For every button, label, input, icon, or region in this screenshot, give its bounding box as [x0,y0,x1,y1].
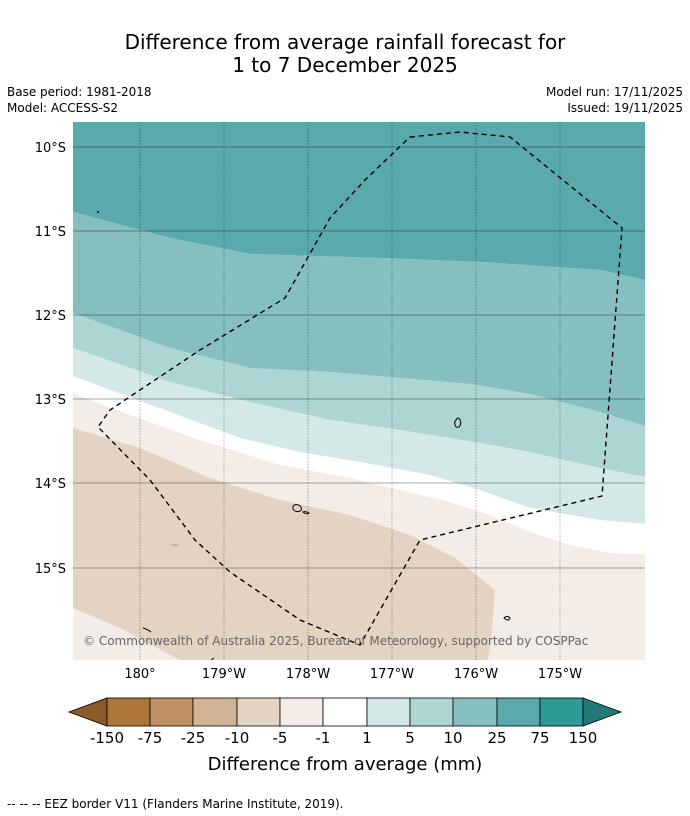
copyright-text: © Commonwealth of Australia 2025, Bureau… [83,634,588,648]
colorbar-swatch [279,697,324,727]
colorbar-tick: -75 [138,729,163,747]
lon-label: 177°W [370,667,414,682]
lon-axis-labels: 180° 179°W 178°W 177°W 176°W 175°W [124,667,582,682]
band-dry-10 [73,428,495,660]
lon-label: 175°W [538,667,582,682]
colorbar-swatch [409,697,454,727]
band-wet-25 [73,212,645,426]
colorbar-tick: -150 [90,729,124,747]
colorbar-tick: -1 [316,729,331,747]
colorbar-swatch [539,697,584,727]
colorbar-tick-labels: -150 -75 -25 -10 -5 -1 1 5 10 25 75 150 [90,729,597,747]
title-line-2: 1 to 7 December 2025 [232,53,458,77]
colorbar-swatch [366,697,411,727]
island-outline [503,616,511,621]
colorbar-swatch [452,697,498,727]
colorbar-tick: -10 [225,729,250,747]
island-outline [210,657,215,660]
meta-left: Base period: 1981-2018 Model: ACCESS-S2 [7,84,152,116]
colorbar-extend-low [67,697,108,727]
eez-legend-note: -- -- -- EEZ border V11 (Flanders Marine… [7,797,344,811]
colorbar-swatch [322,697,368,727]
small-dry-patch [170,543,180,547]
island-outline [142,627,152,633]
colorbar [67,697,623,727]
lon-label: 180° [124,667,155,682]
lon-label: 176°W [454,667,498,682]
issued-date: Issued: 19/11/2025 [567,101,683,115]
colorbar-tick: 10 [443,729,462,747]
colorbar-swatch [236,697,281,727]
lon-label: 178°W [286,667,330,682]
lat-label: 12°S [35,309,66,324]
colorbar-tick: 150 [569,729,598,747]
colorbar-swatch [192,697,238,727]
band-wet-75 [73,122,645,280]
colorbar-swatch [106,697,151,727]
model-run: Model run: 17/11/2025 [545,85,683,99]
band-wet-10 [73,313,645,477]
colorbar-swatch [149,697,194,727]
gridlines [73,122,645,660]
lon-label: 179°W [202,667,246,682]
colorbar-swatch [496,697,541,727]
island-outline [292,504,310,515]
colorbar-tick: 75 [530,729,549,747]
colorbar-label: Difference from average (mm) [208,754,483,775]
colorbar-extend-high [582,697,623,727]
lat-label: 10°S [35,141,66,156]
colorbar-tick: -25 [181,729,206,747]
map-area: © Commonwealth of Australia 2025, Bureau… [73,122,645,660]
island-outline [454,417,462,428]
base-period: Base period: 1981-2018 [7,85,152,99]
eez-border [97,131,623,646]
colorbar-tick: 25 [487,729,506,747]
colorbar-tick: 1 [362,729,372,747]
lat-label: 13°S [35,393,66,408]
title-line-1: Difference from average rainfall forecas… [124,30,566,54]
page-title: Difference from average rainfall forecas… [0,31,690,77]
lat-label: 11°S [35,225,66,240]
colorbar-tick: 5 [405,729,415,747]
meta-right: Model run: 17/11/2025 Issued: 19/11/2025 [546,84,683,116]
colorbar-tick: -5 [273,729,288,747]
lat-axis-labels: 10°S 11°S 12°S 13°S 14°S 15°S [35,141,66,577]
lat-label: 14°S [35,477,66,492]
band-wet-5 [73,348,645,524]
island-dot [97,211,99,213]
band-neutral [73,376,645,554]
model-name: Model: ACCESS-S2 [7,101,119,115]
lat-label: 15°S [35,562,66,577]
